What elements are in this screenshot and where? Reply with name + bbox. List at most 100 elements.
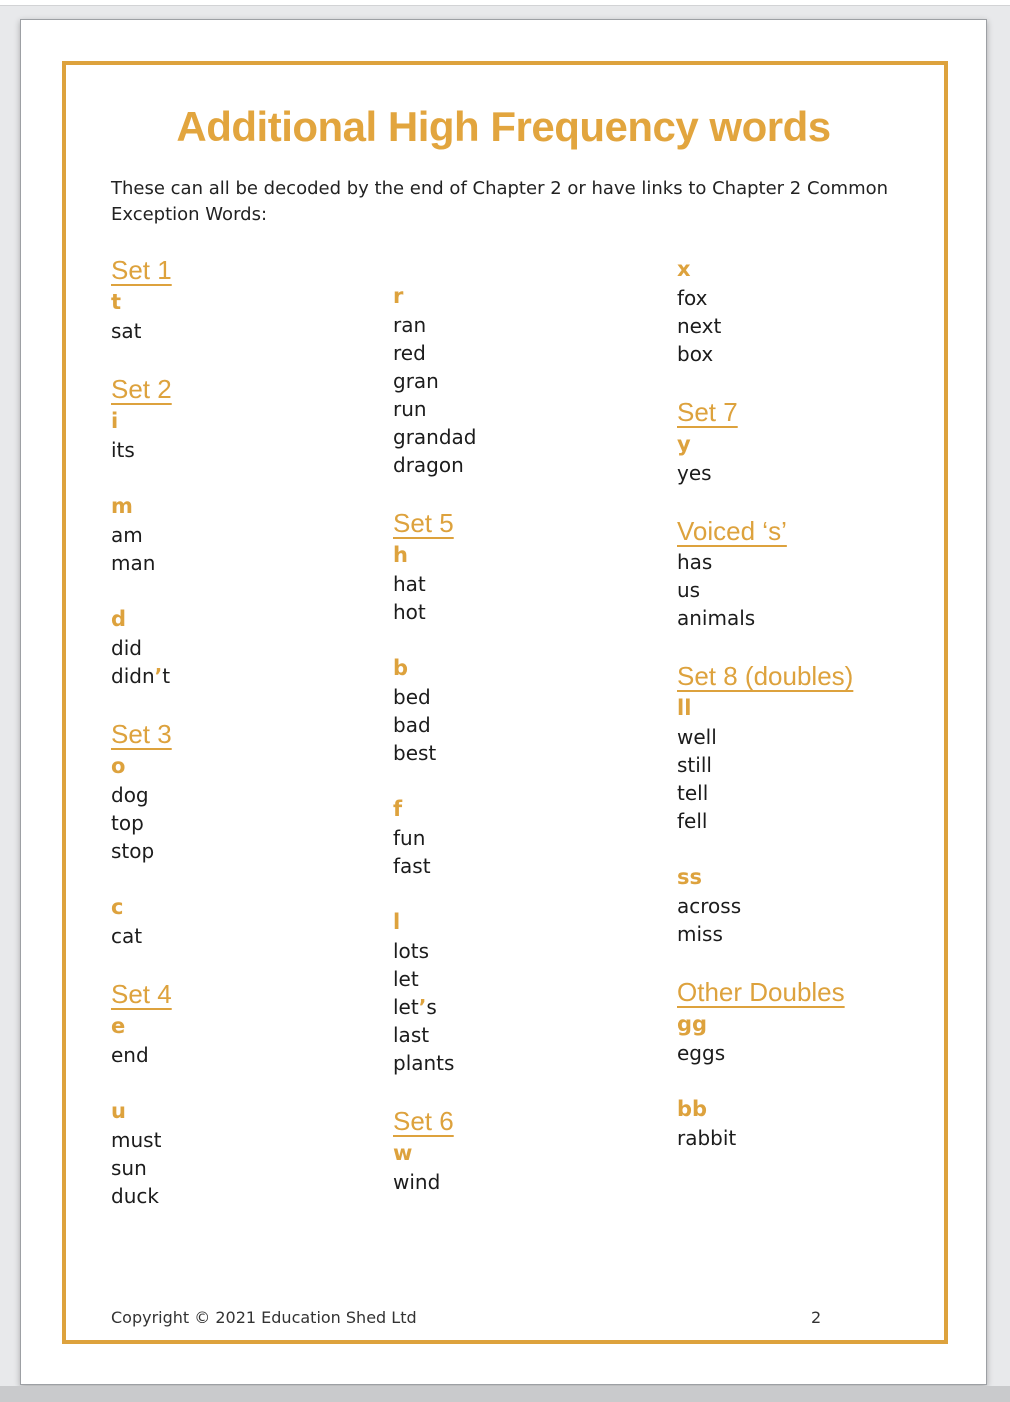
word-item: cat: [111, 924, 143, 948]
word-column-3: x fox next box Set 7 y yes Voiced ‘s’ has us anima…: [677, 254, 942, 1179]
word-item: red: [393, 341, 426, 365]
word-item: must: [111, 1128, 162, 1152]
letter-label: d: [111, 607, 127, 631]
word-item: still: [677, 753, 712, 777]
word-item: hot: [393, 600, 426, 624]
letter-label: r: [393, 284, 404, 308]
page-border-frame: [62, 61, 948, 1344]
word-item: well: [677, 725, 717, 749]
word-group: Voiced ‘s’ has us animals: [677, 514, 942, 632]
letter-label: ll: [677, 696, 692, 720]
word-item: box: [677, 342, 714, 366]
word-group: c cat: [111, 892, 376, 950]
set-heading: Set 1: [111, 255, 172, 285]
word-group: r ran red gran run grandad dragon: [393, 281, 658, 479]
word-group: b bed bad best: [393, 653, 658, 767]
word-item: grandad: [393, 425, 477, 449]
word-item: end: [111, 1043, 149, 1067]
word-item: ran: [393, 313, 427, 337]
letter-label: h: [393, 543, 408, 567]
word-item: dog: [111, 783, 149, 807]
viewer-top-strip: [0, 0, 1010, 6]
word-group: d did didn’t: [111, 604, 376, 690]
word-item: gran: [393, 369, 439, 393]
word-item: man: [111, 551, 156, 575]
word-group: bb rabbit: [677, 1094, 942, 1152]
word-item: last: [393, 1023, 430, 1047]
word-item: miss: [677, 922, 723, 946]
letter-label: w: [393, 1141, 413, 1165]
word-item: us: [677, 578, 701, 602]
word-item: has: [677, 550, 713, 574]
letter-label: bb: [677, 1097, 708, 1121]
word-item: run: [393, 397, 427, 421]
word-group: u must sun duck: [111, 1096, 376, 1210]
word-group: x fox next box: [677, 254, 942, 368]
word-column-2: r ran red gran run grandad dragon Set 5 h hat hot b…: [393, 281, 658, 1223]
word-item: wind: [393, 1170, 441, 1194]
set-heading: Set 7: [677, 397, 738, 427]
letter-label: y: [677, 432, 691, 456]
set-heading: Set 5: [393, 508, 454, 538]
word-group: ss across miss: [677, 862, 942, 948]
gold-apostrophe: ’: [154, 664, 163, 688]
word-item: top: [111, 811, 144, 835]
word-item: across: [677, 894, 742, 918]
letter-label: gg: [677, 1012, 708, 1036]
letter-label: c: [111, 895, 124, 919]
word-group: Set 4 e end: [111, 977, 376, 1069]
word-group: Set 7 y yes: [677, 395, 942, 487]
word-item: let: [393, 967, 419, 991]
word-item: fun: [393, 826, 426, 850]
page-number: 2: [811, 1308, 822, 1327]
letter-label: ss: [677, 865, 702, 889]
word-item: lots: [393, 939, 430, 963]
word-item: animals: [677, 606, 756, 630]
word-item: let’s: [393, 995, 437, 1019]
page-title: Additional High Frequency words: [176, 103, 831, 150]
word-item: duck: [111, 1184, 159, 1208]
word-item: bad: [393, 713, 431, 737]
set-heading: Set 3: [111, 719, 172, 749]
word-group: m am man: [111, 491, 376, 577]
word-group: Set 3 o dog top stop: [111, 717, 376, 865]
intro-line-1: These can all be decoded by the end of C…: [111, 178, 889, 199]
gold-apostrophe: ’: [418, 995, 427, 1019]
letter-label: t: [111, 290, 122, 314]
letter-label: e: [111, 1014, 126, 1038]
word-group: Set 1 t sat: [111, 253, 376, 345]
word-item: am: [111, 523, 143, 547]
viewer-bottom-bar: [0, 1386, 1010, 1402]
word-item: sun: [111, 1156, 147, 1180]
word-group: l lots let let’s last plants: [393, 907, 658, 1077]
word-item: did: [111, 636, 142, 660]
word-item: next: [677, 314, 722, 338]
word-item: eggs: [677, 1041, 726, 1065]
word-group: Set 6 w wind: [393, 1104, 658, 1196]
word-group: f fun fast: [393, 794, 658, 880]
letter-label: i: [111, 409, 119, 433]
word-item: didn’t: [111, 664, 171, 688]
word-item: fox: [677, 286, 708, 310]
set-heading: Other Doubles: [677, 977, 845, 1007]
word-item: fell: [677, 809, 708, 833]
document-page: Additional High Frequency words These ca…: [20, 19, 987, 1385]
letter-label: o: [111, 754, 126, 778]
word-item: sat: [111, 319, 142, 343]
set-heading: Voiced ‘s’: [677, 516, 787, 546]
letter-label: x: [677, 257, 691, 281]
word-item: bed: [393, 685, 431, 709]
word-item: yes: [677, 461, 712, 485]
word-group: Set 8 (doubles) ll well still tell fell: [677, 659, 942, 835]
set-heading: Set 2: [111, 374, 172, 404]
word-item: best: [393, 741, 437, 765]
word-item: hat: [393, 572, 426, 596]
word-item: tell: [677, 781, 709, 805]
intro-line-2: Exception Words:: [111, 204, 268, 225]
letter-label: m: [111, 494, 133, 518]
word-item: stop: [111, 839, 155, 863]
set-heading: Set 8 (doubles): [677, 661, 854, 691]
word-group: Set 5 h hat hot: [393, 506, 658, 626]
word-item: fast: [393, 854, 431, 878]
